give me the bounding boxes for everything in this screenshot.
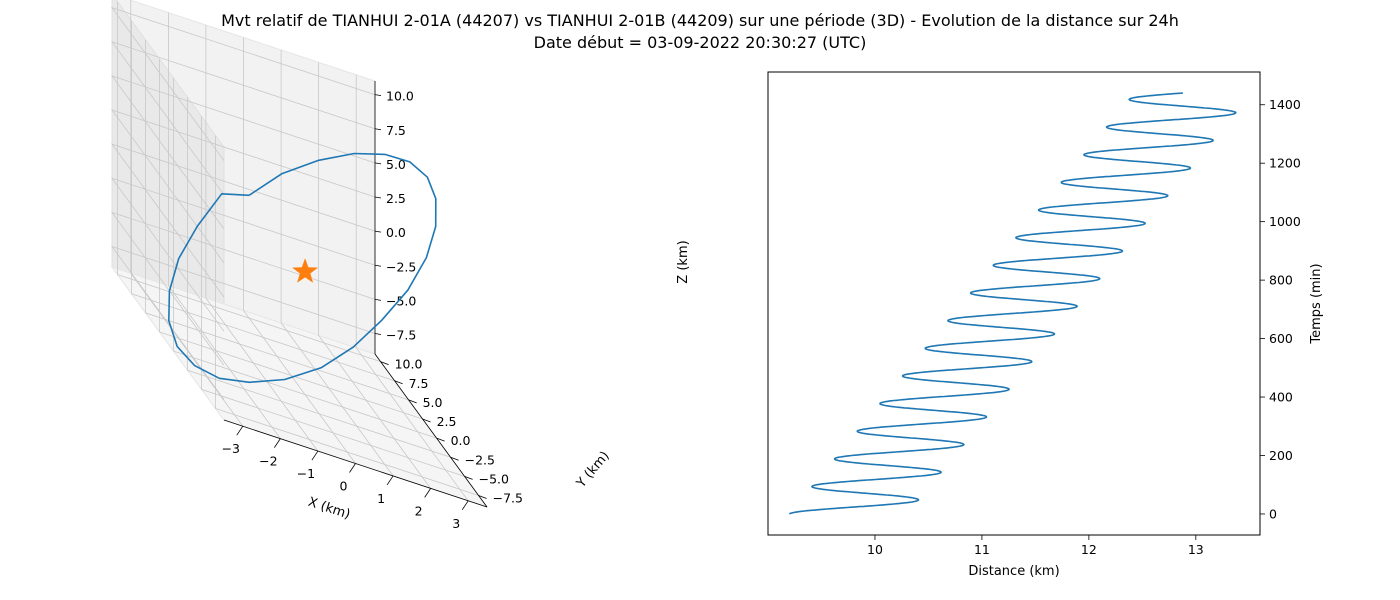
x-tick-mark xyxy=(461,500,469,511)
x-tick-mark xyxy=(386,475,394,486)
y-tick-label: 1000 xyxy=(1269,214,1301,229)
grid-line-z xyxy=(110,245,376,400)
orbit-3d-chart: −3 −2 −1 0 1 2 3 −7.5 −5.0 −2.5 0.0 2.5 5.0 7.5 10.0 −7… xyxy=(110,0,691,531)
x-tick-label: 12 xyxy=(1081,542,1097,557)
x-tick-label: 1 xyxy=(377,491,385,506)
z-axis-label: Z (km) xyxy=(676,240,691,283)
y-tick-label: 1400 xyxy=(1269,97,1301,112)
y-tick-label: 1200 xyxy=(1269,156,1301,171)
grid-line-z xyxy=(110,6,376,161)
y-tick-mark xyxy=(394,380,403,385)
orbit-3d-axes: −3 −2 −1 0 1 2 3 −7.5 −5.0 −2.5 0.0 2.5 5.0 7.5 10.0 −7… xyxy=(110,0,691,531)
z-tick-label: 0.0 xyxy=(386,225,406,240)
grid-line-z xyxy=(110,75,376,230)
y-tick-label: 10.0 xyxy=(395,357,423,372)
y-tick-mark xyxy=(380,361,389,366)
x-tick-mark xyxy=(274,438,281,448)
figure-title: Mvt relatif de TIANHUI 2-01A (44207) vs … xyxy=(0,10,1400,54)
figure-title-line-2: Date début = 03-09-2022 20:30:27 (UTC) xyxy=(533,33,867,52)
distance-line xyxy=(788,92,1237,515)
z-tick-mark xyxy=(374,162,382,165)
x-tick-label: 11 xyxy=(974,542,990,557)
y-tick-label: 0.0 xyxy=(451,433,471,448)
grid-line-x xyxy=(130,0,244,427)
y-tick-mark xyxy=(464,476,473,480)
z-tick-label: −7.5 xyxy=(386,328,416,343)
z-tick-mark xyxy=(374,264,382,267)
z-tick-mark xyxy=(374,94,382,97)
grid-line-x xyxy=(205,25,319,452)
x-tick-label: 0 xyxy=(340,479,348,494)
x-tick-label: 3 xyxy=(452,516,460,531)
x-tick-mark xyxy=(349,463,356,473)
grid-line-y xyxy=(131,20,395,382)
y-tick-label: 7.5 xyxy=(409,376,429,391)
grid-line-y xyxy=(117,1,381,362)
y-tick-mark xyxy=(408,399,417,404)
plot-frame xyxy=(767,71,1261,536)
x-tick-mark xyxy=(311,450,319,461)
x-tick-label: 2 xyxy=(415,503,423,518)
x-tick-label: −3 xyxy=(222,441,240,456)
y-tick-mark xyxy=(422,418,431,423)
z-tick-label: −5.0 xyxy=(386,293,416,308)
y-tick-mark xyxy=(436,437,445,442)
grid-line-z xyxy=(110,41,376,196)
z-tick-mark xyxy=(374,196,382,199)
y-tick-label: 2.5 xyxy=(437,414,457,429)
x-tick-label: −1 xyxy=(297,466,315,481)
grid-line-y xyxy=(187,97,451,458)
z-tick-mark xyxy=(374,230,382,233)
y-tick-label: 5.0 xyxy=(423,395,443,410)
z-tick-label: 10.0 xyxy=(386,89,414,104)
grid-line-x xyxy=(243,37,356,464)
y-tick-mark xyxy=(450,456,459,461)
x-axis-label: Distance (km) xyxy=(968,564,1059,579)
grid-line-z xyxy=(110,109,376,264)
y-tick-label: 200 xyxy=(1269,448,1293,463)
x-tick-label: 13 xyxy=(1188,542,1204,557)
y-axis-line xyxy=(374,353,488,508)
z-tick-mark xyxy=(374,299,382,301)
x-tick-mark xyxy=(236,425,244,436)
y-tick-label: 800 xyxy=(1269,273,1293,288)
z-tick-label: 2.5 xyxy=(386,191,406,206)
grid-line-y xyxy=(215,135,479,496)
grid-line-z xyxy=(110,177,376,332)
figure-title-line-1: Mvt relatif de TIANHUI 2-01A (44207) vs … xyxy=(221,11,1179,30)
orbit-line xyxy=(168,152,437,384)
grid-line-x xyxy=(280,49,394,477)
y-tick-label: 400 xyxy=(1269,390,1293,405)
reference-star-marker xyxy=(291,258,319,283)
grid-line-x xyxy=(355,74,469,502)
y-tick-label: 0 xyxy=(1269,506,1277,521)
y-tick-label: −2.5 xyxy=(465,452,495,467)
y-axis-label: Temps (min) xyxy=(1309,263,1324,344)
grid-line-x xyxy=(167,12,281,439)
grid-line-y xyxy=(159,59,423,420)
x-tick-label: −2 xyxy=(259,454,277,469)
y-tick-mark xyxy=(478,495,487,499)
z-tick-mark xyxy=(374,128,382,131)
grid-line-y xyxy=(201,116,465,477)
y-tick-label: −5.0 xyxy=(479,471,509,486)
z-tick-label: 7.5 xyxy=(386,123,406,138)
z-tick-label: 5.0 xyxy=(386,157,406,172)
x-tick-label: 10 xyxy=(867,542,883,557)
grid-line-y xyxy=(173,78,437,439)
grid-line-x xyxy=(318,62,431,489)
y-tick-label: 600 xyxy=(1269,331,1293,346)
grid-line-z xyxy=(110,211,376,366)
x-tick-mark xyxy=(424,488,431,498)
z-tick-label: −2.5 xyxy=(386,259,416,274)
grid-line-y xyxy=(145,39,409,401)
z-tick-mark xyxy=(374,333,382,335)
distance-time-axes: 10 11 12 13 0 200 400 600 800 1000 1200 1400 Distanc… xyxy=(767,71,1324,579)
y-tick-label: −7.5 xyxy=(493,491,523,506)
